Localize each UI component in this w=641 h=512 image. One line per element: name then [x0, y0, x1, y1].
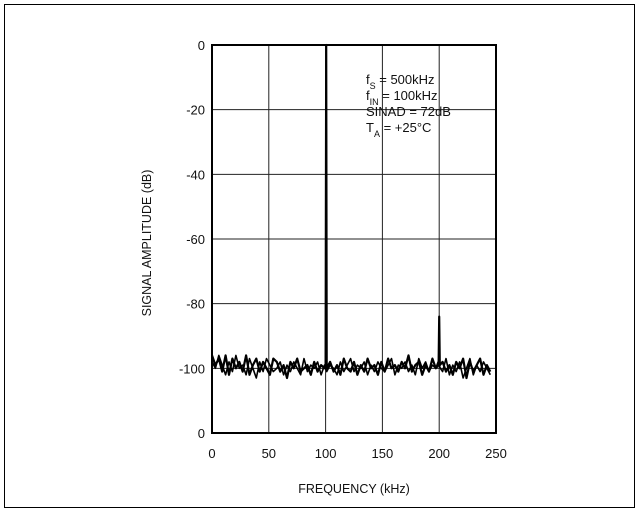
y-tick-label: -20: [186, 103, 205, 118]
x-tick-label: 250: [485, 446, 507, 461]
y-axis-title: SIGNAL AMPLITUDE (dB): [140, 170, 154, 317]
annotation-line: fS = 500kHz: [366, 72, 435, 91]
y-tick-label: -80: [186, 297, 205, 312]
x-axis-title: FREQUENCY (kHz): [298, 482, 410, 496]
plot-area-border: [211, 44, 497, 434]
x-tick-label: 0: [208, 446, 215, 461]
x-tick-label: 50: [262, 446, 276, 461]
y-tick-label: -40: [186, 167, 205, 182]
y-tick-label: 0: [198, 426, 205, 441]
series-line-1: [210, 43, 492, 380]
y-tick-label: 0: [198, 38, 205, 53]
x-tick-label: 200: [428, 446, 450, 461]
figure-frame: [4, 4, 635, 508]
y-axis-ticks: 0 -20 -40 -60 -80 -100 0: [179, 38, 205, 441]
x-tick-label: 100: [315, 446, 337, 461]
annotation-line: fIN = 100kHz: [366, 88, 438, 107]
chart-series: [210, 43, 492, 380]
y-tick-label: -60: [186, 232, 205, 247]
x-axis-ticks: 0 50 100 150 200 250: [208, 446, 506, 461]
y-tick-label: -100: [179, 361, 205, 376]
series-line-2: [211, 354, 492, 379]
annotation-line: TA = +25°C: [366, 120, 431, 139]
x-tick-label: 150: [372, 446, 394, 461]
annotation-line: SINAD = 72dB: [366, 104, 451, 119]
